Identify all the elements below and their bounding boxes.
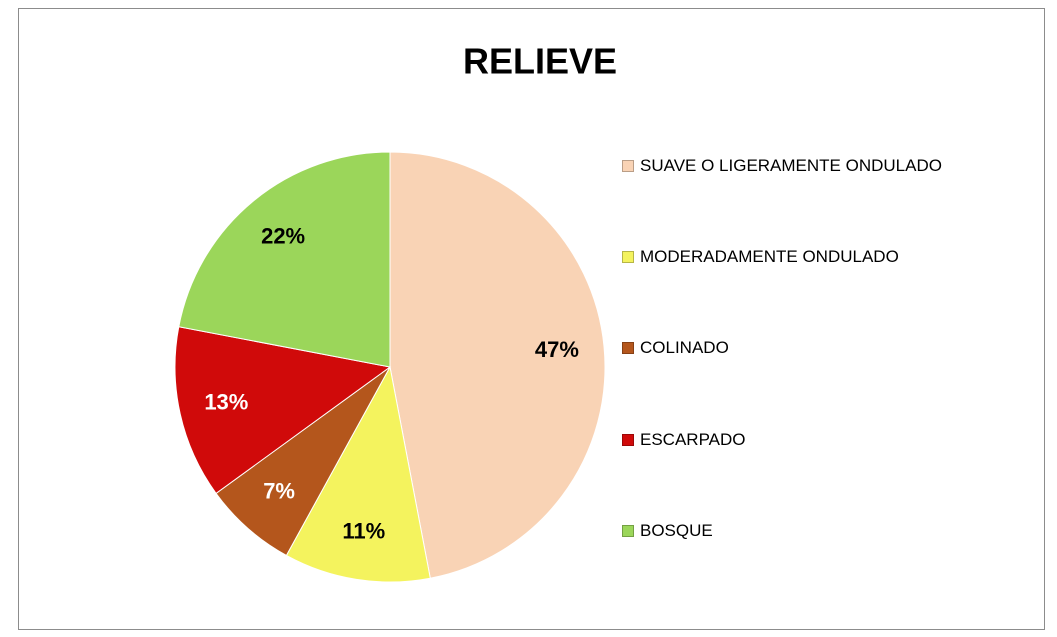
data-label: 13% <box>204 389 248 414</box>
legend-swatch <box>622 525 634 537</box>
chart-title: RELIEVE <box>463 41 617 82</box>
data-label: 22% <box>261 224 305 249</box>
legend-item: SUAVE O LIGERAMENTE ONDULADO <box>622 150 942 182</box>
pie-slice <box>178 151 391 368</box>
pie-slice <box>174 326 392 495</box>
legend-label: BOSQUE <box>640 521 713 540</box>
data-label: 7% <box>263 479 295 504</box>
legend-swatch <box>622 434 634 446</box>
legend-item: MODERADAMENTE ONDULADO <box>622 241 899 273</box>
legend-label: MODERADAMENTE ONDULADO <box>640 247 899 266</box>
legend-swatch <box>622 342 634 354</box>
legend-label: SUAVE O LIGERAMENTE ONDULADO <box>640 156 942 175</box>
legend-item: COLINADO <box>622 332 729 364</box>
pie-slice <box>389 151 606 579</box>
legend-item: BOSQUE <box>622 515 713 547</box>
legend-swatch <box>622 251 634 263</box>
legend-label: ESCARPADO <box>640 430 746 449</box>
data-label: 47% <box>535 337 579 362</box>
legend-item: ESCARPADO <box>622 424 746 456</box>
legend-label: COLINADO <box>640 338 729 357</box>
pie-slice <box>285 365 431 583</box>
data-label: 11% <box>342 518 385 543</box>
legend-swatch <box>622 160 634 172</box>
